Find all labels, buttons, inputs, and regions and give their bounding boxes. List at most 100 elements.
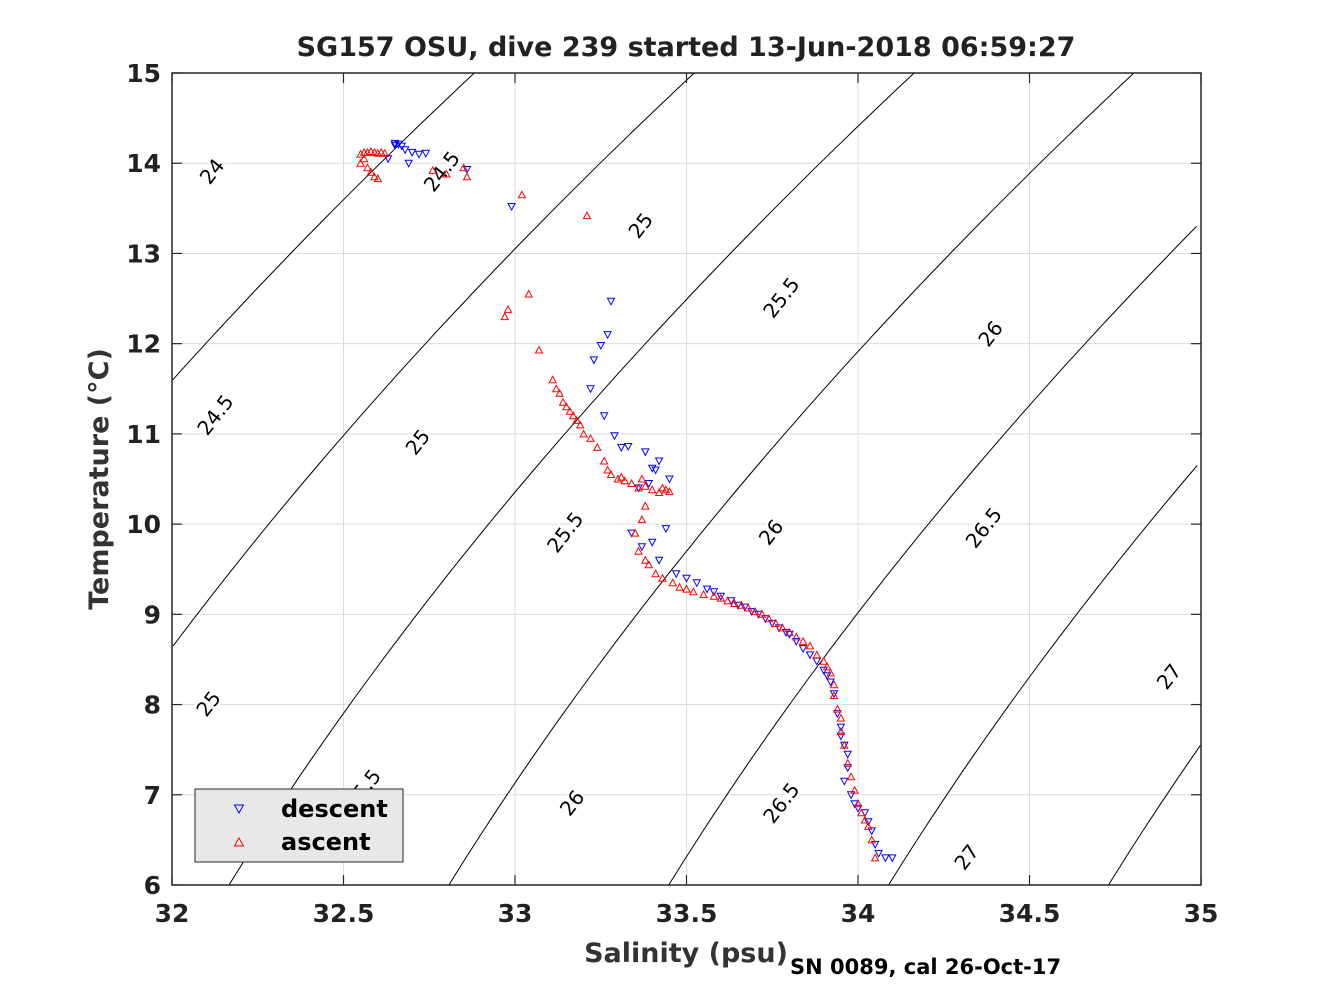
ascent-point	[524, 289, 534, 298]
ascent-point	[599, 456, 609, 465]
descent-point	[836, 732, 846, 741]
ascent-point	[442, 169, 451, 178]
descent-point	[798, 645, 808, 654]
ascent-point	[592, 442, 602, 451]
descent-point	[846, 791, 856, 800]
ascent-point	[654, 487, 664, 496]
axis-ticks	[171, 72, 1202, 886]
descent-point	[702, 585, 712, 594]
footnote-serial-calibration: SN 0089, cal 26-Oct-17	[790, 955, 1061, 979]
ascent-point	[534, 345, 544, 354]
ascent-point	[661, 485, 671, 494]
ascent-point	[579, 429, 588, 438]
density-contours	[172, 72, 1202, 886]
ascent-point	[551, 384, 561, 393]
y-tick-label: 10	[126, 510, 161, 539]
ascent-point	[363, 163, 372, 172]
ascent-point	[603, 465, 612, 474]
ascent-point	[757, 609, 767, 618]
descent-point	[596, 342, 606, 351]
ascent-point	[616, 472, 626, 481]
descent-point	[867, 827, 877, 836]
ascent-point	[586, 433, 595, 442]
ascent-point	[764, 614, 774, 623]
descent-point	[853, 804, 863, 813]
ascent-point	[627, 478, 636, 487]
ascent-point	[857, 808, 866, 817]
ascent-point	[846, 772, 856, 781]
descent-point	[709, 588, 719, 597]
descent-point	[874, 849, 883, 858]
y-tick-label: 11	[126, 420, 161, 449]
x-tick-label: 35	[1184, 899, 1219, 928]
ascent-point	[743, 603, 753, 612]
descent-point	[785, 630, 794, 639]
legend-marker-descent	[233, 804, 245, 815]
isopycnal-24	[172, 72, 475, 381]
descent-point	[654, 457, 664, 466]
ascent-point	[668, 578, 678, 587]
ascent-point	[822, 662, 832, 671]
isopycnal-26	[668, 226, 1197, 886]
ascent-point	[737, 600, 746, 609]
ascent-point	[798, 636, 808, 645]
ascent-point	[428, 165, 438, 174]
descent-point	[407, 148, 417, 157]
y-tick-label: 8	[144, 691, 161, 720]
ascent-point	[555, 388, 564, 397]
descent-point	[654, 556, 664, 565]
descent-point	[836, 723, 846, 732]
ascent-point	[870, 853, 880, 862]
isopycnal-25	[228, 72, 915, 886]
descent-point	[400, 146, 410, 155]
x-tick-label: 32.5	[313, 899, 375, 928]
descent-point	[421, 149, 431, 158]
ascent-point	[771, 618, 781, 627]
ascent-point	[356, 149, 365, 158]
legend-label-ascent: ascent	[281, 828, 371, 856]
descent-point	[665, 475, 674, 484]
descent-point	[881, 854, 890, 863]
legend-label-descent: descent	[281, 795, 388, 823]
x-tick-label: 33	[498, 899, 533, 928]
ascent-point	[651, 569, 660, 578]
ascent-point	[363, 147, 372, 156]
ascent-point	[637, 515, 647, 524]
descent-point	[671, 570, 681, 579]
ascent-point	[503, 304, 513, 313]
y-tick-label: 13	[126, 239, 161, 268]
descent-point	[692, 579, 702, 588]
y-tick-label: 12	[126, 330, 161, 359]
descent-point	[507, 203, 516, 212]
descent-point	[819, 666, 829, 675]
ascent-point	[853, 799, 863, 808]
ascent-point	[562, 402, 571, 411]
ascent-point	[730, 598, 739, 607]
plot-area: 2424.52525.52624.52525.52626.5272525.526…	[171, 72, 1202, 886]
ascent-point	[359, 154, 369, 163]
ascent-point	[836, 713, 846, 722]
x-tick-label: 33.5	[656, 899, 718, 928]
descent-point	[616, 443, 626, 452]
descent-point	[647, 538, 657, 547]
descent-point	[863, 818, 873, 827]
ascent-point	[699, 589, 708, 598]
isopycnal-25.5	[448, 72, 1135, 886]
x-axis-label: Salinity (psu)	[584, 938, 788, 969]
y-tick-label: 14	[126, 149, 161, 178]
ascent-point	[860, 815, 870, 824]
ascent-point	[565, 406, 575, 415]
ascent-point	[568, 411, 578, 420]
data-points	[356, 139, 897, 863]
ascent-point	[606, 469, 616, 478]
ascent-point	[723, 596, 733, 605]
ascent-point	[637, 474, 647, 483]
ascent-point	[370, 172, 379, 181]
ascent-point	[785, 627, 794, 636]
descent-point	[599, 412, 609, 421]
ascent-point	[867, 835, 877, 844]
descent-point	[589, 356, 599, 365]
ascent-point	[548, 375, 558, 384]
ascent-point	[689, 587, 698, 596]
